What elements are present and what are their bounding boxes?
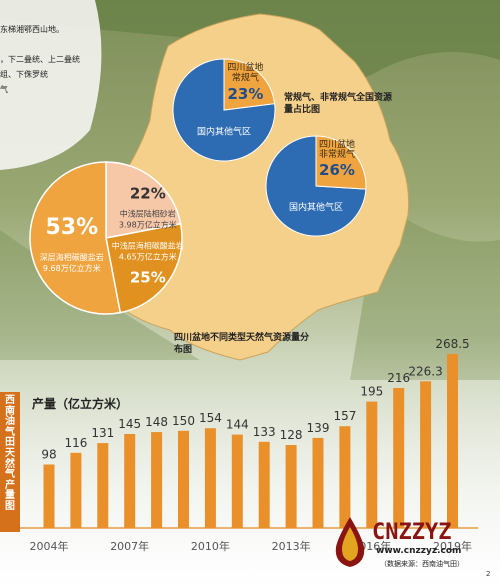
intro-panel [0,0,102,170]
side-title-band [0,392,20,532]
bar [447,353,458,528]
intro-line: 东梯湘鄂西山地。 [0,25,64,34]
logo-url: www.cnzzyz.com [376,546,462,556]
bar [231,434,243,528]
pie-slice [105,161,182,239]
oil-drop-logo-icon [335,517,365,567]
corner-mark: 2 [486,570,491,578]
data-source-note: （数据来源：西南油气田） [380,560,464,568]
bar [258,441,270,528]
pie-slice-percent: 26% [319,161,355,179]
bar-value-label: 128 [280,428,303,442]
bar [420,381,432,528]
bar-value-label: 148 [145,415,168,429]
x-tick-label: 2007年 [110,539,149,553]
pie-slice-label: 国内其他气区 [197,125,251,137]
hills-left [0,230,200,360]
bar-value-label: 268.5 [435,337,469,351]
x-tick-label: 2019年 [433,539,472,553]
pie-slice-sublabel: 3.98万亿立方米 [119,219,177,229]
bar [151,432,163,528]
x-tick-label: 2010年 [191,539,230,553]
bar-value-label: 150 [172,414,195,428]
bar [312,437,324,528]
side-title: 西南油气田天然气产量图 [5,395,15,512]
pie-slice-label: 中浅层海相碳酸盐岩 [112,240,184,250]
pie-slice-sichuan [315,135,367,190]
bar [339,426,351,528]
pie-slice-sublabel: 4.65万亿立方米 [119,251,177,261]
bar-value-label: 131 [91,426,114,440]
x-tick-label: 2013年 [272,539,311,553]
pie-slice [29,161,122,315]
bar-value-label: 216 [387,371,410,385]
pie-slice-percent: 53% [45,215,98,240]
y-axis-unit-label: 产量（亿立方米） [32,397,129,411]
bar [285,445,297,528]
bar-value-label: 98 [41,448,56,462]
intro-line: 组、下侏罗统 [0,70,48,79]
pie-slice-percent: 22% [130,184,166,202]
pie-slice-label: 四川盆地 [227,61,263,73]
pie-slice-label: 深层海相碳酸盐岩 [40,252,104,262]
pie-slice-label: 中浅层陆相砂岩 [120,208,176,218]
bar-value-label: 226.3 [408,364,442,378]
bar-value-label: 145 [118,417,141,431]
pie-slice-label: 四川盆地 [319,138,355,150]
bar-tick-labels: 2004年 2007年 2010年 2013年 2016年 2019年 [30,539,473,553]
bar-value-label: 144 [226,418,249,432]
pie-slice [105,222,183,314]
pie-slice-label: 常规气 [232,71,259,83]
pie-slice-percent: 23% [227,85,263,103]
bar [366,401,378,528]
pie-slice-sichuan [223,58,276,111]
bar [178,430,189,528]
bar [204,428,216,528]
bar [97,443,109,528]
bar-value-label: 157 [333,409,356,423]
bar-group [43,353,458,528]
bar [43,464,55,528]
intro-line [0,37,86,52]
intro-line: 气 [0,85,8,94]
hills-top [0,0,500,81]
pie-slice-other [172,58,276,162]
intro-line: ，下二叠统、上二叠统 [0,55,80,64]
logo-wordmark: CNZZYZ [372,520,452,545]
pie-slice-percent: 25% [130,268,166,286]
note-sichuan-distribution: 四川盆地不同类型天然气资源量分布图 [174,333,310,355]
bar-value-label: 133 [253,425,276,439]
bar-value-label: 154 [199,411,222,425]
note-national-share: 常规气、非常规气全国资源量占比图 [284,93,393,115]
pie-slice-sublabel: 9.68万亿立方米 [43,263,101,273]
bar [124,434,136,528]
bar [70,452,82,528]
bar [393,388,405,528]
bottom-fade [0,340,500,583]
bar-value-label: 195 [360,385,383,399]
bar-value-label: 139 [307,421,330,435]
bar-value-label: 116 [64,436,87,450]
x-tick-label: 2004年 [30,539,69,553]
pie-slice-label: 国内其他气区 [289,201,343,213]
intro-text: 东梯湘鄂西山地。 ，下二叠统、上二叠统 组、下侏罗统 气 [0,22,86,97]
pie-slice-label: 非常规气 [319,148,355,160]
